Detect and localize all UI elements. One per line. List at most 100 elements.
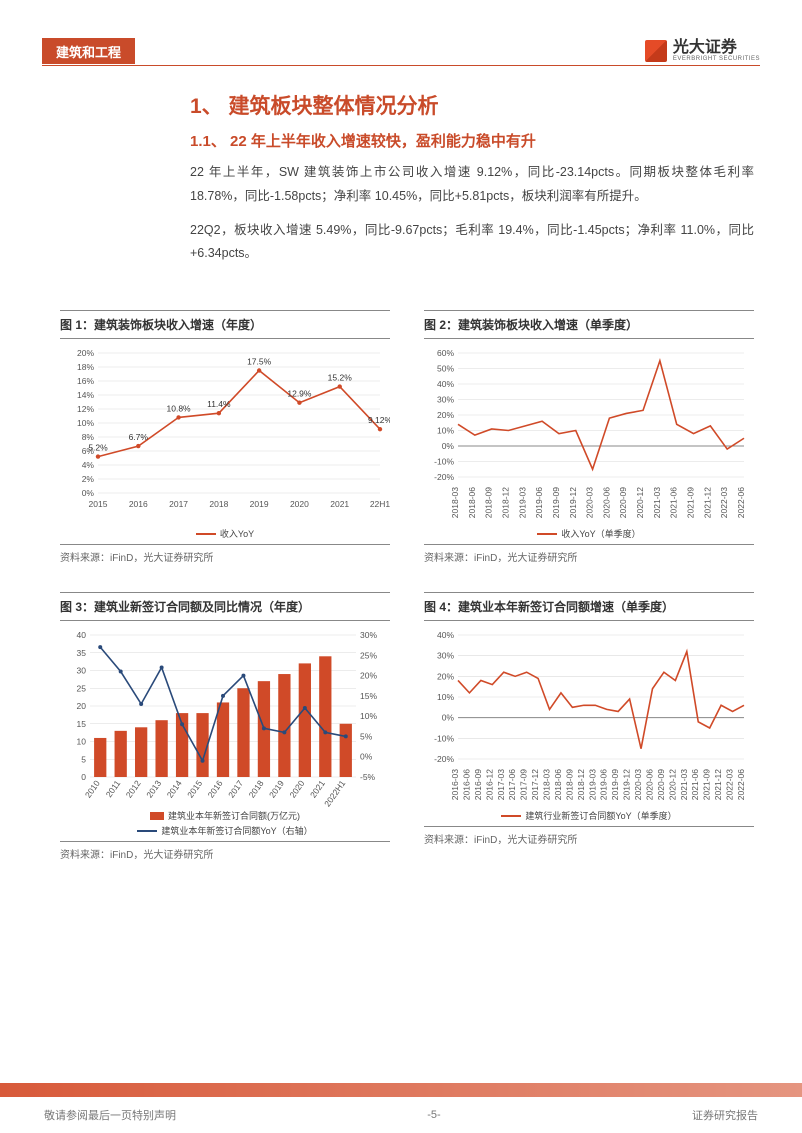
svg-text:15.2%: 15.2% [328,373,353,383]
svg-text:2017: 2017 [169,499,188,509]
footer-left: 敬请参阅最后一页特别声明 [44,1107,176,1123]
svg-text:2018-12: 2018-12 [500,487,510,518]
chart-3: 图 3：建筑业新签订合同额及同比情况（年度） 0510152025303540-… [60,592,390,861]
svg-text:30: 30 [77,666,87,676]
charts-grid: 图 1：建筑装饰板块收入增速（年度） 0%2%4%6%8%10%12%14%16… [60,310,754,861]
chart-3-title: 图 3：建筑业新签订合同额及同比情况（年度） [60,592,390,621]
svg-text:40: 40 [77,630,87,640]
chart-4-source: 资料来源：iFinD，光大证券研究所 [424,826,754,846]
svg-text:2020-06: 2020-06 [601,487,611,518]
svg-text:0%: 0% [82,488,95,498]
svg-text:2014: 2014 [165,778,184,799]
page-footer: 敬请参阅最后一页特别声明 -5- 证券研究报告 [0,1077,802,1133]
svg-text:40%: 40% [437,379,454,389]
svg-text:2020-06: 2020-06 [644,769,654,800]
svg-text:12%: 12% [77,404,94,414]
svg-text:2018-03: 2018-03 [542,769,552,800]
svg-text:8%: 8% [82,432,95,442]
svg-text:-20%: -20% [434,472,454,482]
svg-text:0%: 0% [360,752,373,762]
svg-text:12.9%: 12.9% [287,389,312,399]
svg-text:2021-09: 2021-09 [686,487,696,518]
chart-1-source: 资料来源：iFinD，光大证券研究所 [60,544,390,564]
svg-text:5%: 5% [360,731,373,741]
chart-2-title: 图 2：建筑装饰板块收入增速（单季度） [424,310,754,339]
svg-text:2020: 2020 [287,778,306,799]
svg-text:2016-06: 2016-06 [461,769,471,800]
svg-text:2016: 2016 [206,778,225,799]
svg-text:2019-03: 2019-03 [517,487,527,518]
svg-text:2021-06: 2021-06 [669,487,679,518]
svg-text:20: 20 [77,701,87,711]
svg-text:30%: 30% [360,630,377,640]
svg-text:2021-03: 2021-03 [679,769,689,800]
svg-text:2019-09: 2019-09 [610,769,620,800]
svg-text:2021: 2021 [308,778,327,799]
svg-text:2019-12: 2019-12 [622,769,632,800]
svg-text:2020-09: 2020-09 [618,487,628,518]
chart-2-legend: 收入YoY（单季度） [424,527,754,540]
svg-text:30%: 30% [437,651,454,661]
svg-text:2018-06: 2018-06 [467,487,477,518]
svg-text:2018-03: 2018-03 [450,487,460,518]
svg-text:2015: 2015 [89,499,108,509]
svg-text:2020-12: 2020-12 [635,487,645,518]
svg-text:10%: 10% [77,418,94,428]
chart-3-source: 资料来源：iFinD，光大证券研究所 [60,841,390,861]
svg-text:2018-09: 2018-09 [564,769,574,800]
svg-text:0%: 0% [442,441,455,451]
svg-text:9.12%: 9.12% [368,415,390,425]
svg-text:2017: 2017 [226,778,245,799]
svg-text:2016-09: 2016-09 [473,769,483,800]
svg-text:-10%: -10% [434,457,454,467]
svg-text:2%: 2% [82,474,95,484]
svg-text:17.5%: 17.5% [247,357,272,367]
svg-text:2017-06: 2017-06 [507,769,517,800]
svg-text:5.2%: 5.2% [88,443,108,453]
footer-page-number: -5- [427,1109,440,1121]
svg-text:15: 15 [77,719,87,729]
svg-text:2017-09: 2017-09 [519,769,529,800]
svg-text:2019-12: 2019-12 [568,487,578,518]
chart-4-legend: 建筑行业新签订合同额YoY（单季度） [424,809,754,822]
svg-text:0%: 0% [442,713,455,723]
svg-text:2020: 2020 [290,499,309,509]
chart-1-legend: 收入YoY [60,527,390,540]
svg-text:2012: 2012 [124,778,143,799]
brand-logo: 光大证券 EVERBRIGHT SECURITIES [645,40,760,62]
svg-text:2019-06: 2019-06 [599,769,609,800]
svg-text:20%: 20% [437,410,454,420]
svg-text:2021-06: 2021-06 [690,769,700,800]
svg-text:2020-12: 2020-12 [667,769,677,800]
svg-text:2020-09: 2020-09 [656,769,666,800]
svg-text:2016: 2016 [129,499,148,509]
svg-text:2019-09: 2019-09 [551,487,561,518]
svg-text:10%: 10% [360,711,377,721]
svg-text:10%: 10% [437,692,454,702]
svg-text:2018-06: 2018-06 [553,769,563,800]
svg-text:35: 35 [77,648,87,658]
paragraph-1: 22 年上半年，SW 建筑装饰上市公司收入增速 9.12%，同比-23.14pc… [190,161,754,209]
svg-text:2019-03: 2019-03 [587,769,597,800]
svg-text:60%: 60% [437,348,454,358]
logo-mark-icon [645,40,667,62]
svg-text:2021-12: 2021-12 [713,769,723,800]
logo-subtext: EVERBRIGHT SECURITIES [673,56,760,62]
svg-text:-20%: -20% [434,754,454,764]
page-header: 建筑和工程 光大证券 EVERBRIGHT SECURITIES [42,38,760,64]
svg-text:2022H1: 2022H1 [322,778,347,807]
svg-text:2018: 2018 [209,499,228,509]
category-tag: 建筑和工程 [42,38,135,64]
section-heading-1-1: 1.1、 22 年上半年收入增速较快，盈利能力稳中有升 [190,130,754,151]
chart-4: 图 4：建筑业本年新签订合同额增速（单季度） -20%-10%0%10%20%3… [424,592,754,861]
svg-text:4%: 4% [82,460,95,470]
svg-text:2018-09: 2018-09 [484,487,494,518]
svg-text:40%: 40% [437,630,454,640]
svg-text:-5%: -5% [360,772,376,782]
chart-2: 图 2：建筑装饰板块收入增速（单季度） -20%-10%0%10%20%30%4… [424,310,754,564]
svg-text:2016-03: 2016-03 [450,769,460,800]
svg-text:20%: 20% [437,671,454,681]
svg-text:2019-06: 2019-06 [534,487,544,518]
body-content: 1、 建筑板块整体情况分析 1.1、 22 年上半年收入增速较快，盈利能力稳中有… [190,90,754,276]
chart-1: 图 1：建筑装饰板块收入增速（年度） 0%2%4%6%8%10%12%14%16… [60,310,390,564]
